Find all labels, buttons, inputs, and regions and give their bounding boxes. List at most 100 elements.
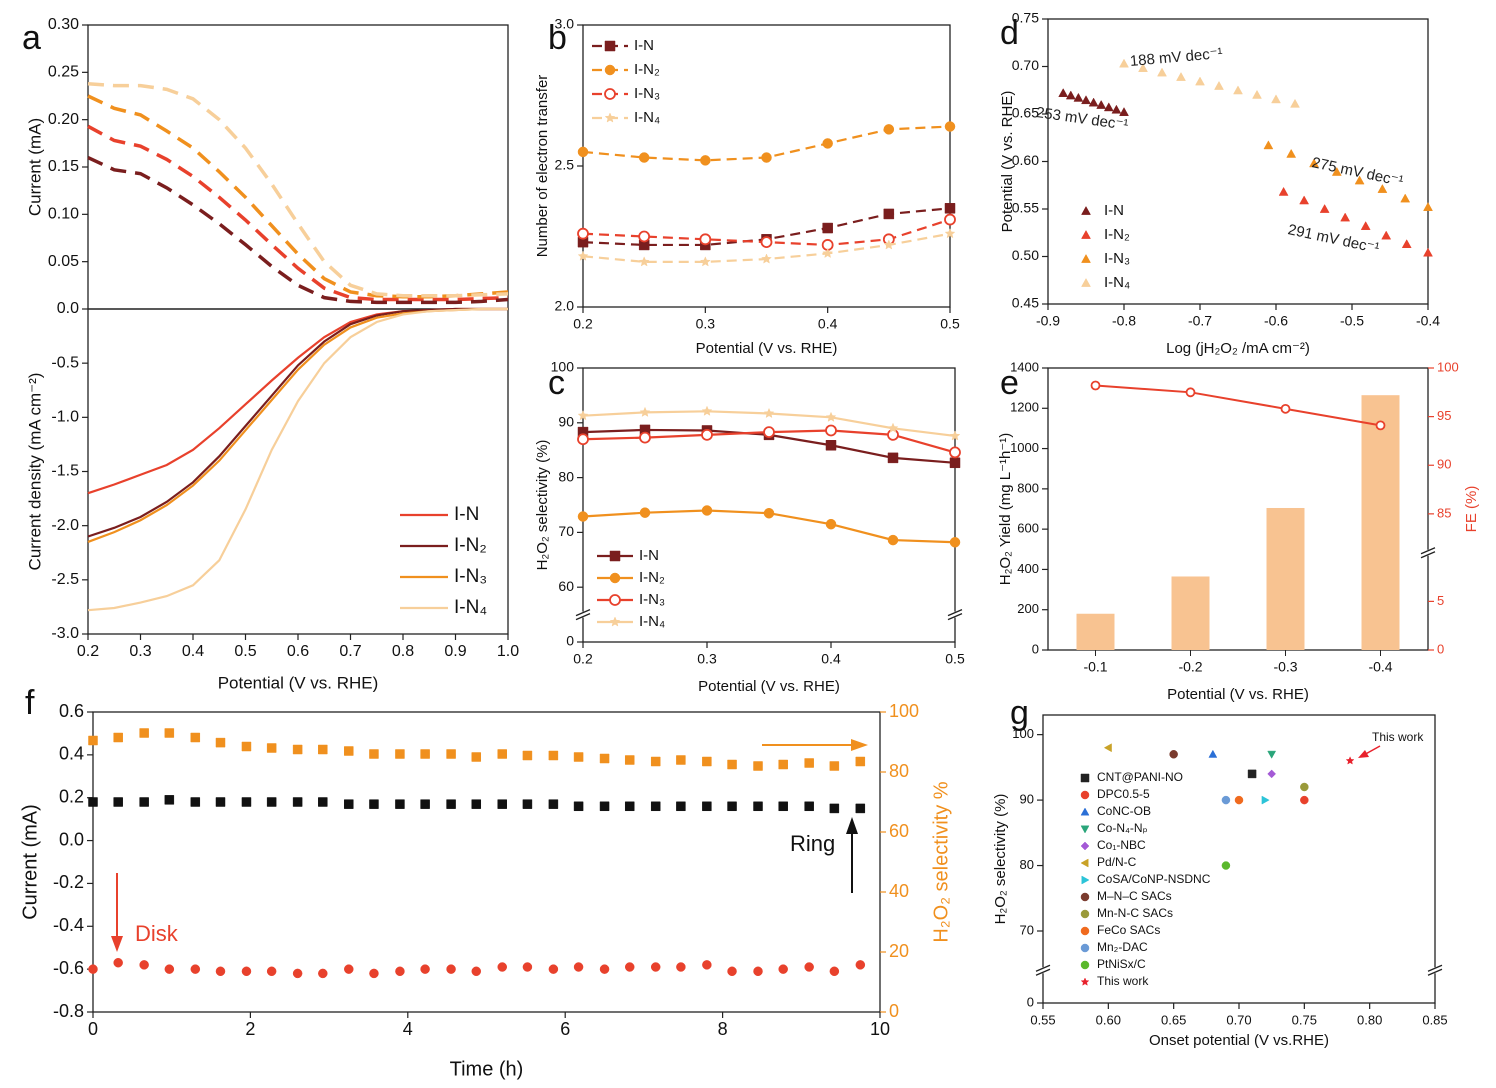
marker	[573, 962, 584, 972]
marker	[753, 966, 763, 977]
y-tick-label: 0.55	[1012, 200, 1039, 216]
y-tick-label: 0.6	[59, 701, 84, 721]
plot-frame	[582, 367, 956, 643]
y-tick-label: -1.5	[51, 463, 79, 480]
marker	[883, 124, 895, 135]
marker	[883, 208, 895, 220]
y2-tick-label: 100	[1437, 359, 1459, 374]
x-tick-label: 0.65	[1161, 1012, 1186, 1027]
legend-label: Pd/N-C	[1097, 855, 1137, 869]
bar	[1266, 507, 1305, 650]
legend-label: I-N	[454, 504, 479, 525]
legend-label: I-N₄	[639, 613, 665, 630]
legend-marker	[1080, 926, 1090, 936]
marker	[778, 964, 788, 974]
y-tick-label: 0.15	[48, 158, 79, 175]
marker	[825, 440, 837, 451]
plot-frame	[1047, 367, 1429, 651]
marker	[887, 422, 899, 433]
marker	[701, 429, 713, 441]
marker	[822, 222, 833, 234]
marker	[804, 801, 814, 812]
marker	[266, 966, 277, 977]
marker	[139, 960, 149, 970]
legend-label: I-N	[1104, 202, 1124, 219]
series-line	[87, 155, 509, 305]
marker	[822, 138, 833, 149]
marker	[804, 962, 814, 972]
marker	[164, 964, 175, 974]
legend-label: Mn₂-DAC	[1097, 940, 1148, 954]
legend-marker	[609, 572, 621, 584]
marker	[471, 752, 482, 762]
legend-label: Co-N₄-Nₚ	[1097, 821, 1148, 835]
marker	[944, 203, 956, 214]
y-tick-label: 0.60	[1012, 152, 1039, 168]
marker	[573, 801, 584, 812]
x-tick-label: 0.55	[1030, 1012, 1055, 1027]
x-axis-label: Potential (V vs. RHE)	[698, 678, 840, 695]
marker	[1157, 67, 1167, 77]
y-tick-label: 0.2	[59, 786, 84, 806]
marker	[1065, 90, 1076, 100]
legend-marker	[1080, 790, 1090, 800]
legend-label: CoSA/CoNP-NSDNC	[1097, 872, 1211, 886]
marker	[944, 228, 956, 239]
marker	[1119, 58, 1129, 68]
marker	[855, 960, 866, 970]
marker	[446, 799, 456, 809]
y2-tick-label: 0	[889, 1001, 899, 1021]
y-axis-label: Current density (mA cm⁻²)	[25, 373, 44, 571]
axis-break	[1427, 968, 1443, 976]
y-axis-label: Potential (V vs. RHE)	[999, 91, 1016, 233]
marker	[113, 957, 123, 968]
marker	[727, 966, 737, 977]
x-axis-label: Time (h)	[450, 1058, 524, 1080]
marker	[1073, 92, 1084, 102]
legend-label: I-N₂	[1104, 226, 1130, 243]
y-tick-label: 0	[1032, 641, 1039, 656]
marker	[778, 759, 788, 770]
x-tick-label: 0.9	[444, 643, 466, 660]
marker	[1271, 94, 1281, 104]
marker	[1280, 403, 1291, 414]
x-tick-label: 0.60	[1096, 1012, 1121, 1027]
x-tick-label: 0.2	[573, 651, 593, 667]
y-tick-label: 1400	[1010, 359, 1039, 374]
marker	[1375, 420, 1386, 431]
ring-arrow-head	[846, 817, 858, 834]
marker	[1176, 72, 1186, 81]
marker	[369, 799, 379, 809]
y-tick-label: 0.75	[1012, 10, 1039, 26]
marker	[825, 519, 837, 530]
y-tick-label: 200	[1017, 601, 1039, 616]
panel-label: a	[22, 19, 41, 57]
y2-tick-label: 80	[889, 761, 909, 781]
panel-label: b	[548, 19, 567, 57]
legend-marker	[1080, 960, 1090, 970]
legend-label: I-N₄	[454, 597, 487, 618]
marker	[548, 799, 559, 809]
marker	[761, 152, 772, 163]
x-tick-label: -0.7	[1188, 313, 1212, 329]
legend-label: CoNC-OB	[1097, 804, 1151, 818]
y-tick-label: 800	[1017, 480, 1039, 495]
marker	[855, 756, 866, 767]
x-axis-label: Potential (V vs. RHE)	[696, 340, 838, 357]
marker	[763, 508, 775, 519]
y-tick-label: 2.0	[555, 298, 575, 314]
marker	[292, 797, 303, 807]
y-tick-label: 1000	[1010, 440, 1039, 455]
marker	[190, 797, 201, 807]
series-line	[1095, 384, 1381, 427]
legend-marker	[1080, 858, 1089, 868]
marker	[369, 968, 379, 979]
x-tick-label: -0.4	[1368, 659, 1392, 675]
x-tick-label: -0.4	[1416, 313, 1440, 329]
y-tick-label: -0.4	[53, 915, 84, 935]
x-tick-label: -0.3	[1273, 659, 1297, 675]
marker	[215, 737, 226, 748]
marker	[650, 962, 661, 972]
marker	[1319, 203, 1330, 213]
legend-marker	[1080, 943, 1090, 953]
